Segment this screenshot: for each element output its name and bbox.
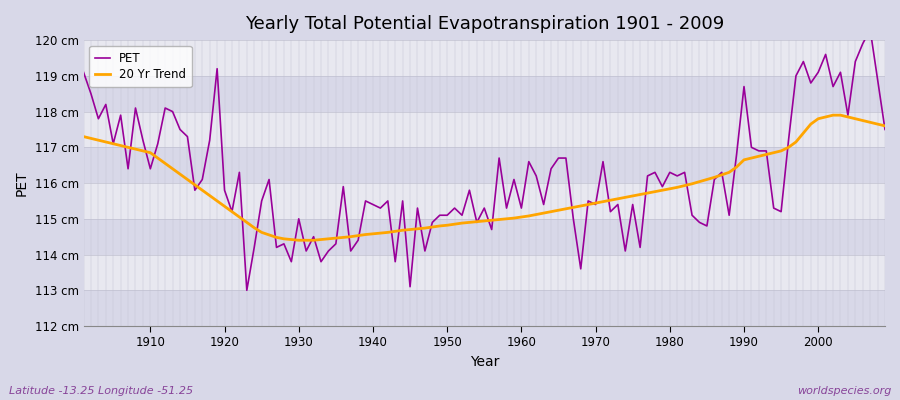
- X-axis label: Year: Year: [470, 355, 499, 369]
- Text: Latitude -13.25 Longitude -51.25: Latitude -13.25 Longitude -51.25: [9, 386, 194, 396]
- Y-axis label: PET: PET: [15, 170, 29, 196]
- Line: 20 Yr Trend: 20 Yr Trend: [84, 115, 885, 240]
- PET: [524, 159, 535, 164]
- PET: [138, 138, 148, 142]
- 20 Yr Trend: [308, 238, 319, 243]
- 20 Yr Trend: [516, 215, 526, 220]
- Title: Yearly Total Potential Evapotranspiration 1901 - 2009: Yearly Total Potential Evapotranspiratio…: [245, 15, 724, 33]
- PET: [308, 234, 319, 239]
- Bar: [84, 254, 885, 290]
- 20 Yr Trend: [524, 214, 535, 218]
- PET: [879, 127, 890, 132]
- Bar: [84, 219, 885, 254]
- PET: [612, 202, 623, 207]
- Bar: [84, 112, 885, 147]
- Legend: PET, 20 Yr Trend: PET, 20 Yr Trend: [89, 46, 192, 87]
- PET: [241, 288, 252, 293]
- 20 Yr Trend: [612, 196, 623, 201]
- 20 Yr Trend: [293, 238, 304, 243]
- Line: PET: PET: [84, 29, 885, 290]
- PET: [78, 70, 89, 75]
- Bar: [84, 183, 885, 219]
- Bar: [84, 290, 885, 326]
- 20 Yr Trend: [879, 124, 890, 128]
- PET: [516, 206, 526, 210]
- 20 Yr Trend: [828, 113, 839, 118]
- 20 Yr Trend: [353, 233, 364, 238]
- 20 Yr Trend: [78, 134, 89, 139]
- Bar: [84, 76, 885, 112]
- Text: worldspecies.org: worldspecies.org: [796, 386, 891, 396]
- PET: [865, 27, 876, 32]
- Bar: [84, 147, 885, 183]
- PET: [353, 238, 364, 243]
- 20 Yr Trend: [138, 148, 148, 153]
- Bar: [84, 40, 885, 76]
